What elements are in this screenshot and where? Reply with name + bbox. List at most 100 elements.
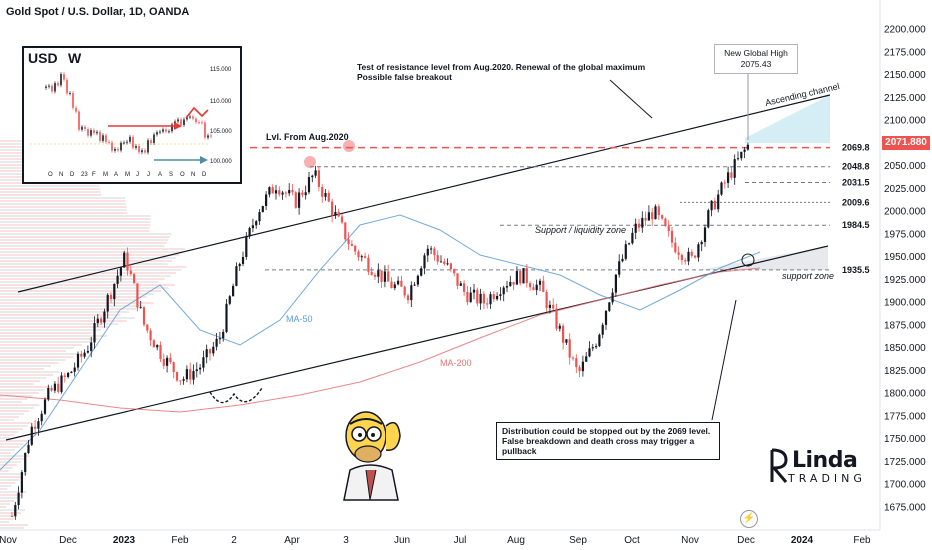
volume-profile-bar bbox=[0, 245, 165, 247]
volume-profile-bar bbox=[0, 188, 101, 190]
price-tick-label: 2125.000 bbox=[884, 93, 926, 104]
volume-profile-bar bbox=[0, 257, 176, 259]
candle-body bbox=[337, 211, 340, 217]
candle-body bbox=[360, 256, 363, 258]
resistance-note: Test of resistance level from Aug.2020. … bbox=[357, 62, 646, 82]
inset-candle-body bbox=[144, 150, 146, 153]
lightning-icon[interactable]: ⚡ bbox=[740, 510, 758, 528]
volume-profile-bar bbox=[0, 221, 151, 223]
candle-body bbox=[70, 371, 73, 373]
candle-body bbox=[651, 212, 654, 220]
candle-body bbox=[720, 182, 723, 195]
candle-body bbox=[232, 285, 235, 297]
candle-body bbox=[235, 266, 238, 286]
volume-profile-bar bbox=[0, 383, 34, 385]
volume-profile-bar bbox=[0, 362, 59, 364]
candle-body bbox=[331, 201, 334, 216]
candle-body bbox=[449, 263, 452, 270]
inset-candle-body bbox=[126, 141, 128, 143]
volume-profile-bar bbox=[0, 335, 107, 337]
candle-body bbox=[192, 371, 195, 380]
volume-profile-bar bbox=[0, 263, 168, 265]
candle-body bbox=[37, 421, 40, 429]
candle-body bbox=[453, 269, 456, 274]
volume-profile-bar bbox=[0, 332, 93, 334]
volume-profile-bar bbox=[0, 287, 169, 289]
inset-candle-body bbox=[63, 74, 65, 80]
candle-body bbox=[489, 294, 492, 305]
candle-body bbox=[479, 293, 482, 304]
volume-profile-bar bbox=[0, 527, 25, 529]
high-marker-circle bbox=[304, 156, 316, 168]
candle-body bbox=[628, 243, 631, 245]
candle-body bbox=[637, 223, 641, 228]
volume-profile-bar bbox=[0, 317, 136, 319]
candle-body bbox=[172, 362, 175, 372]
volume-profile-bar bbox=[0, 224, 151, 226]
price-tick-label: 1800.000 bbox=[884, 389, 926, 400]
volume-profile-bar bbox=[0, 194, 102, 196]
inset-xtick-label: J bbox=[136, 172, 139, 178]
inset-xtick-label: A bbox=[114, 172, 118, 178]
candle-body bbox=[562, 325, 565, 343]
candle-body bbox=[743, 149, 746, 152]
linda-trading-logo: Linda TRADING bbox=[768, 444, 862, 490]
candle-body bbox=[519, 271, 522, 284]
inset-candle-body bbox=[153, 134, 155, 144]
candle-body bbox=[522, 268, 525, 284]
candle-body bbox=[73, 367, 76, 372]
candle-body bbox=[301, 192, 304, 196]
candle-body bbox=[182, 379, 185, 381]
candle-body bbox=[17, 492, 20, 506]
price-tick-label: 1900.000 bbox=[884, 298, 926, 309]
candle-body bbox=[265, 194, 268, 206]
inset-timeframe: W bbox=[68, 50, 82, 66]
global-high-value: 2075.43 bbox=[740, 59, 772, 69]
inset-xtick-label: N bbox=[191, 172, 195, 178]
volume-profile-bar bbox=[0, 446, 20, 448]
candle-body bbox=[291, 190, 294, 193]
support-zone-right-label: support zone bbox=[782, 271, 834, 281]
candle-body bbox=[505, 286, 509, 288]
candle-body bbox=[199, 367, 202, 370]
candle-body bbox=[103, 311, 106, 323]
inset-candle-body bbox=[111, 142, 113, 151]
volume-profile-bar bbox=[0, 407, 35, 409]
inset-candle-body bbox=[108, 141, 110, 143]
candle-body bbox=[525, 268, 528, 284]
inset-candle-body bbox=[117, 148, 119, 151]
candle-body bbox=[621, 258, 624, 262]
candle-body bbox=[571, 357, 575, 359]
inset-candle-body bbox=[162, 129, 164, 132]
candle-body bbox=[258, 212, 261, 222]
candle-body bbox=[314, 170, 317, 176]
candle-body bbox=[694, 255, 697, 258]
candle-body bbox=[43, 399, 47, 414]
ma200-label: MA-200 bbox=[440, 358, 472, 368]
price-tick-label: 2100.000 bbox=[884, 116, 926, 127]
candle-body bbox=[80, 353, 83, 357]
candle-body bbox=[538, 280, 542, 285]
candle-body bbox=[482, 293, 485, 304]
candle-body bbox=[245, 236, 248, 257]
volume-profile-bar bbox=[0, 461, 22, 463]
candle-body bbox=[529, 283, 532, 288]
candle-body bbox=[208, 349, 212, 354]
candle-body bbox=[717, 194, 720, 210]
time-tick-label: Jul bbox=[454, 535, 467, 546]
candle-body bbox=[126, 252, 129, 271]
volume-profile-bar bbox=[0, 341, 91, 343]
candle-body bbox=[30, 426, 33, 445]
candle-body bbox=[730, 172, 733, 178]
candle-body bbox=[274, 190, 278, 194]
inset-candle-body bbox=[180, 119, 182, 126]
candle-body bbox=[618, 261, 621, 275]
candle-body bbox=[367, 257, 370, 272]
candlestick-series bbox=[10, 142, 749, 520]
price-tick-label: 1925.000 bbox=[884, 275, 926, 286]
candle-body bbox=[397, 280, 400, 285]
volume-profile-bar bbox=[0, 509, 26, 511]
candle-body bbox=[162, 358, 165, 366]
distribution-note: Distribution could be stopped out by the… bbox=[496, 422, 720, 460]
